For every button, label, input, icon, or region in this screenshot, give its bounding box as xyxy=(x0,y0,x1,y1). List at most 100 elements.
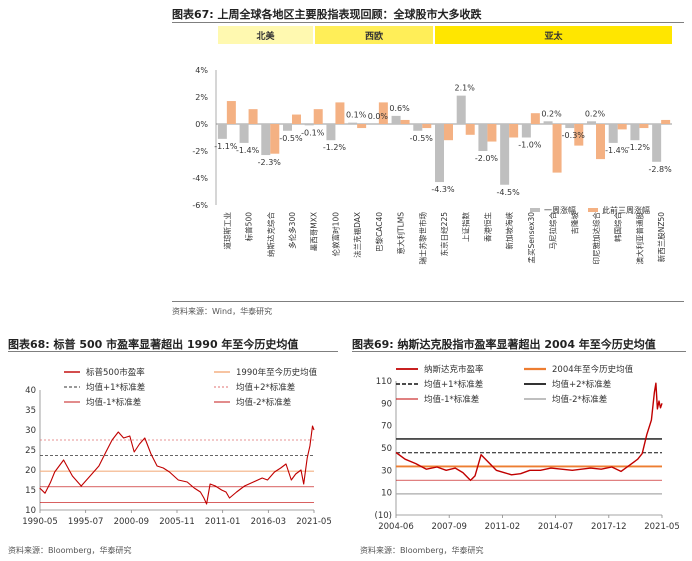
category-label: 吉隆坡 xyxy=(569,212,579,235)
category-label: 香港恒生 xyxy=(482,212,492,242)
legend-week: 一周涨幅 xyxy=(544,205,576,215)
data-label: -4.5% xyxy=(497,188,521,197)
x-tick-label: 2005-11 xyxy=(159,517,195,527)
three-week-bar xyxy=(248,109,258,124)
right-title: 图表69: 纳斯达克股指市盈率显著超出 2004 年至今历史均值 xyxy=(352,338,656,351)
three-week-bar xyxy=(335,102,345,124)
y-tick-label: 110 xyxy=(376,377,392,387)
data-label: -1.0% xyxy=(518,141,542,150)
week-bar xyxy=(239,124,249,143)
week-bar xyxy=(630,124,640,141)
category-label: 韩国综合 xyxy=(613,212,623,242)
three-week-bar xyxy=(487,124,497,142)
week-bar xyxy=(304,124,314,126)
region-label: 亚太 xyxy=(544,30,563,42)
legend-label: 2004年至今历史均值 xyxy=(552,364,634,375)
y-tick-label: 2% xyxy=(195,93,208,102)
y-tick-label: 15 xyxy=(25,486,36,496)
y-tick-label: 35 xyxy=(25,406,36,416)
week-bar xyxy=(283,124,292,131)
category-label: 孟买Sensex30 xyxy=(526,212,536,264)
data-label: -1.2% xyxy=(323,143,347,152)
top-bar-chart: 北美 西欧 亚太 4% 2% 0% -2% -4% -6% -1.1% 道琼斯工业 -1.4% 标普50… xyxy=(192,26,673,265)
y-tick-label: 0% xyxy=(195,120,208,129)
category-label: 印尼雅加达综合 xyxy=(591,212,601,265)
week-bar xyxy=(435,124,444,183)
y-tick-label: 10 xyxy=(381,489,392,499)
top-title: 图表67: 上周全球各地区主要股指表现回顾：全球股市大多收跌 xyxy=(172,8,482,21)
x-tick-label: 2007-09 xyxy=(431,522,467,532)
region-band xyxy=(315,26,433,44)
data-label: -2.8% xyxy=(649,165,673,174)
top-title-rule xyxy=(172,22,684,23)
data-label: -0.5% xyxy=(410,134,434,143)
week-bar xyxy=(348,122,358,124)
category-label: 上证指数 xyxy=(461,212,471,242)
left-title: 图表68: 标普 500 市盈率显著超出 1990 年至今历史均值 xyxy=(8,338,299,351)
legend-label: 标普500市盈率 xyxy=(86,367,145,378)
week-bar xyxy=(326,124,336,141)
data-label: -0.5% xyxy=(279,134,303,143)
data-label: -2.0% xyxy=(475,154,499,163)
legend-label: 均值+2*标准差 xyxy=(552,379,611,390)
week-bar xyxy=(587,121,596,124)
data-label: -0.1% xyxy=(301,128,325,137)
week-bar xyxy=(521,124,531,138)
three-week-bar xyxy=(530,113,540,124)
legend-three-week: 此前三周涨幅 xyxy=(602,205,650,215)
y-tick-label: 40 xyxy=(25,386,36,396)
category-label: 瑞士苏黎世市场 xyxy=(417,212,427,265)
y-tick-label: 30 xyxy=(381,466,392,476)
x-tick-label: 2014-07 xyxy=(538,522,574,532)
week-bar xyxy=(500,124,510,185)
three-week-bar xyxy=(270,124,280,154)
x-tick-label: 2000-09 xyxy=(114,517,150,527)
x-tick-label: 1995-07 xyxy=(68,517,104,527)
category-label: 墨西哥MXX xyxy=(310,212,319,251)
legend-label: 1990年至今历史均值 xyxy=(236,367,318,378)
y-tick-label: 4% xyxy=(195,66,208,75)
week-bar xyxy=(456,95,466,124)
right-source: 资料来源：Bloomberg，华泰研究 xyxy=(360,546,484,555)
three-week-bar xyxy=(226,101,236,124)
three-week-bar xyxy=(357,124,367,129)
data-label: -2.3% xyxy=(258,158,282,167)
three-week-bar xyxy=(378,102,388,124)
data-label: -1.2% xyxy=(627,143,651,152)
x-tick-label: 2021-05 xyxy=(644,522,680,532)
legend-label: 均值-2*标准差 xyxy=(552,394,607,405)
y-tick-label: 30 xyxy=(25,426,36,436)
week-bar xyxy=(565,124,575,129)
x-tick-label: 2004-06 xyxy=(378,522,414,532)
region-band xyxy=(218,26,313,44)
nasdaq-pe-chart: 110 90 70 50 30 10 (10)2004-06 2007-09 2011-02 20… xyxy=(375,364,680,532)
left-title-rule xyxy=(8,351,338,352)
category-label: 新加坡海峡 xyxy=(504,212,514,250)
data-label: 0.1% xyxy=(346,111,367,120)
category-label: 澳大利亚普通股 xyxy=(634,212,644,265)
region-label: 西欧 xyxy=(365,30,383,42)
category-label: 法兰克福DAX xyxy=(352,212,362,258)
three-week-bar xyxy=(509,124,519,138)
data-label: 0.0% xyxy=(368,112,389,121)
category-label: 伦敦富时100 xyxy=(330,212,340,257)
y-tick-label: -4% xyxy=(192,174,208,183)
data-label: -1.4% xyxy=(605,146,629,155)
y-tick-label: 20 xyxy=(25,466,36,476)
three-week-bar xyxy=(639,124,649,129)
legend-swatch-three-week xyxy=(588,208,598,212)
right-title-rule xyxy=(352,351,686,352)
category-label: 多伦多300 xyxy=(287,212,297,249)
week-bar xyxy=(543,121,553,124)
three-week-bar xyxy=(617,124,627,130)
data-label: 0.2% xyxy=(585,109,606,118)
week-bar xyxy=(478,124,488,151)
legend-label: 均值-1*标准差 xyxy=(86,397,141,408)
category-label: 东京日经225 xyxy=(439,212,449,257)
legend-label: 均值+2*标准差 xyxy=(236,382,295,393)
category-label: 道琼斯工业 xyxy=(222,212,232,250)
x-tick-label: 2016-03 xyxy=(251,517,287,527)
category-label: 标普500 xyxy=(244,212,254,242)
data-label: -1.4% xyxy=(236,146,260,155)
